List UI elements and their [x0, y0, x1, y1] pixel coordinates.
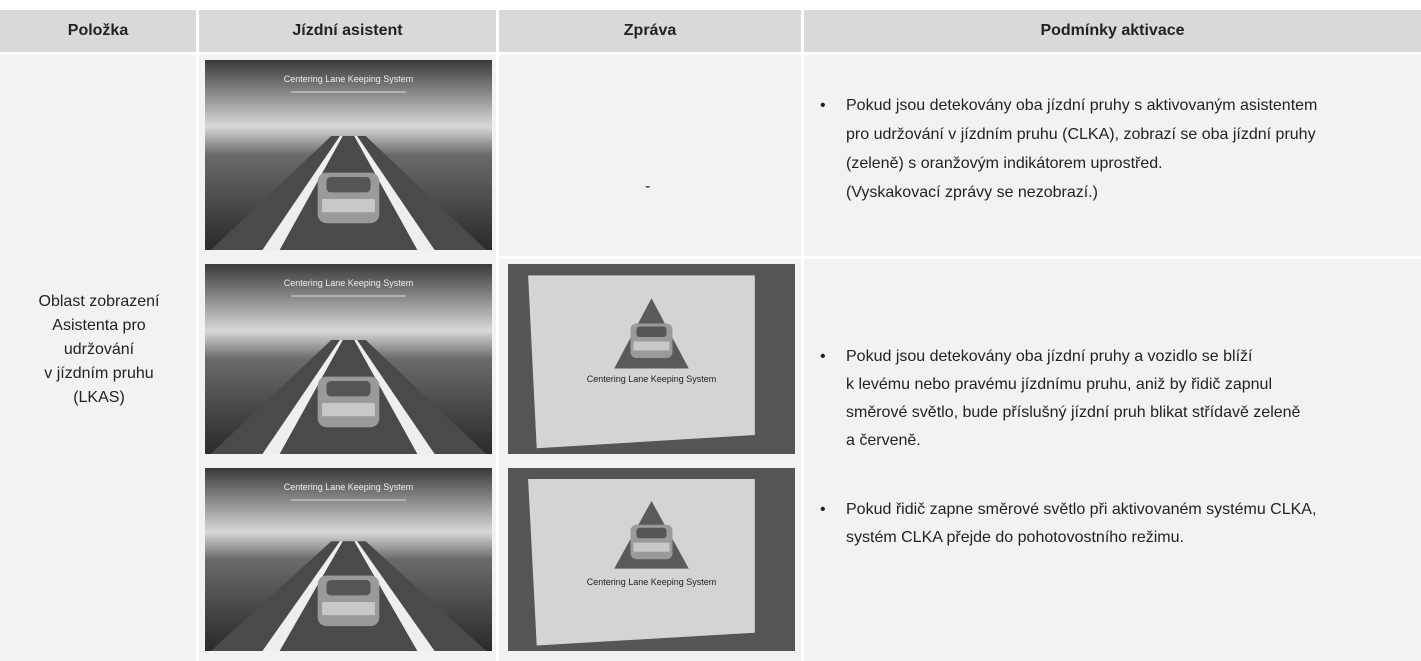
screen-title: Centering Lane Keeping System [284, 74, 414, 84]
car-window [636, 326, 667, 337]
item-line: Oblast zobrazení [38, 293, 160, 310]
condition-line: pro udržování v jízdním pruhu (CLKA), zo… [846, 126, 1316, 143]
cell [499, 55, 801, 256]
item-line: Asistenta pro [52, 317, 146, 334]
lane-line [262, 541, 343, 651]
car-trunk [322, 199, 375, 213]
car-trunk [633, 542, 670, 552]
lane-line [354, 541, 435, 651]
screen-title: Centering Lane Keeping System [284, 278, 414, 288]
condition-note: (Vyskakovací zprávy se nezobrazí.) [846, 184, 1098, 201]
condition-line: a červeně. [846, 432, 921, 449]
item-line: v jízdním pruhu [44, 365, 154, 382]
message-text: - [645, 178, 651, 195]
car-trunk [322, 403, 375, 417]
car-trunk [322, 601, 375, 616]
car-window [326, 177, 371, 193]
header-cell: Podmínky aktivace [804, 10, 1421, 52]
lane-line [354, 136, 435, 250]
screen-image: Centering Lane Keeping System [508, 264, 795, 454]
lane-line [354, 340, 435, 454]
popup-text: Centering Lane Keeping System [587, 374, 717, 384]
condition-line: směrové světlo, bude příslušný jízdní pr… [846, 404, 1301, 421]
condition-line: systém CLKA přejde do pohotovostního rež… [846, 529, 1184, 546]
header-cell: Položka [0, 10, 196, 52]
lane-line [262, 136, 343, 250]
car-window [636, 527, 667, 539]
lane-line [262, 340, 343, 454]
screen-title: Centering Lane Keeping System [284, 482, 414, 492]
car-window [326, 579, 371, 596]
header-cell: Zpráva [499, 10, 801, 52]
cell [0, 55, 196, 661]
screen-image: Centering Lane Keeping System [205, 60, 492, 250]
bullet: • [820, 348, 826, 365]
condition-line: Pokud jsou detekovány oba jízdní pruhy a… [846, 348, 1253, 365]
condition-line: Pokud řidič zapne směrové světlo při akt… [846, 501, 1317, 518]
car-window [326, 381, 371, 397]
header-cell: Jízdní asistent [199, 10, 496, 52]
car-trunk [633, 341, 670, 351]
item-line: udržování [63, 341, 135, 358]
screen-image: Centering Lane Keeping System [205, 468, 492, 651]
screen-image: Centering Lane Keeping System [205, 264, 492, 454]
item-line: (LKAS) [73, 389, 125, 406]
cell [804, 55, 1421, 256]
condition-line: (zeleně) s oranžovým indikátorem uprostř… [846, 155, 1163, 172]
bullet: • [820, 501, 826, 518]
bullet: • [820, 97, 826, 114]
cell [804, 259, 1421, 661]
popup-text: Centering Lane Keeping System [587, 577, 717, 587]
screen-image: Centering Lane Keeping System [508, 468, 795, 651]
condition-line: Pokud jsou detekovány oba jízdní pruhy s… [846, 97, 1318, 114]
condition-line: k levému nebo pravému jízdnímu pruhu, an… [846, 376, 1272, 393]
